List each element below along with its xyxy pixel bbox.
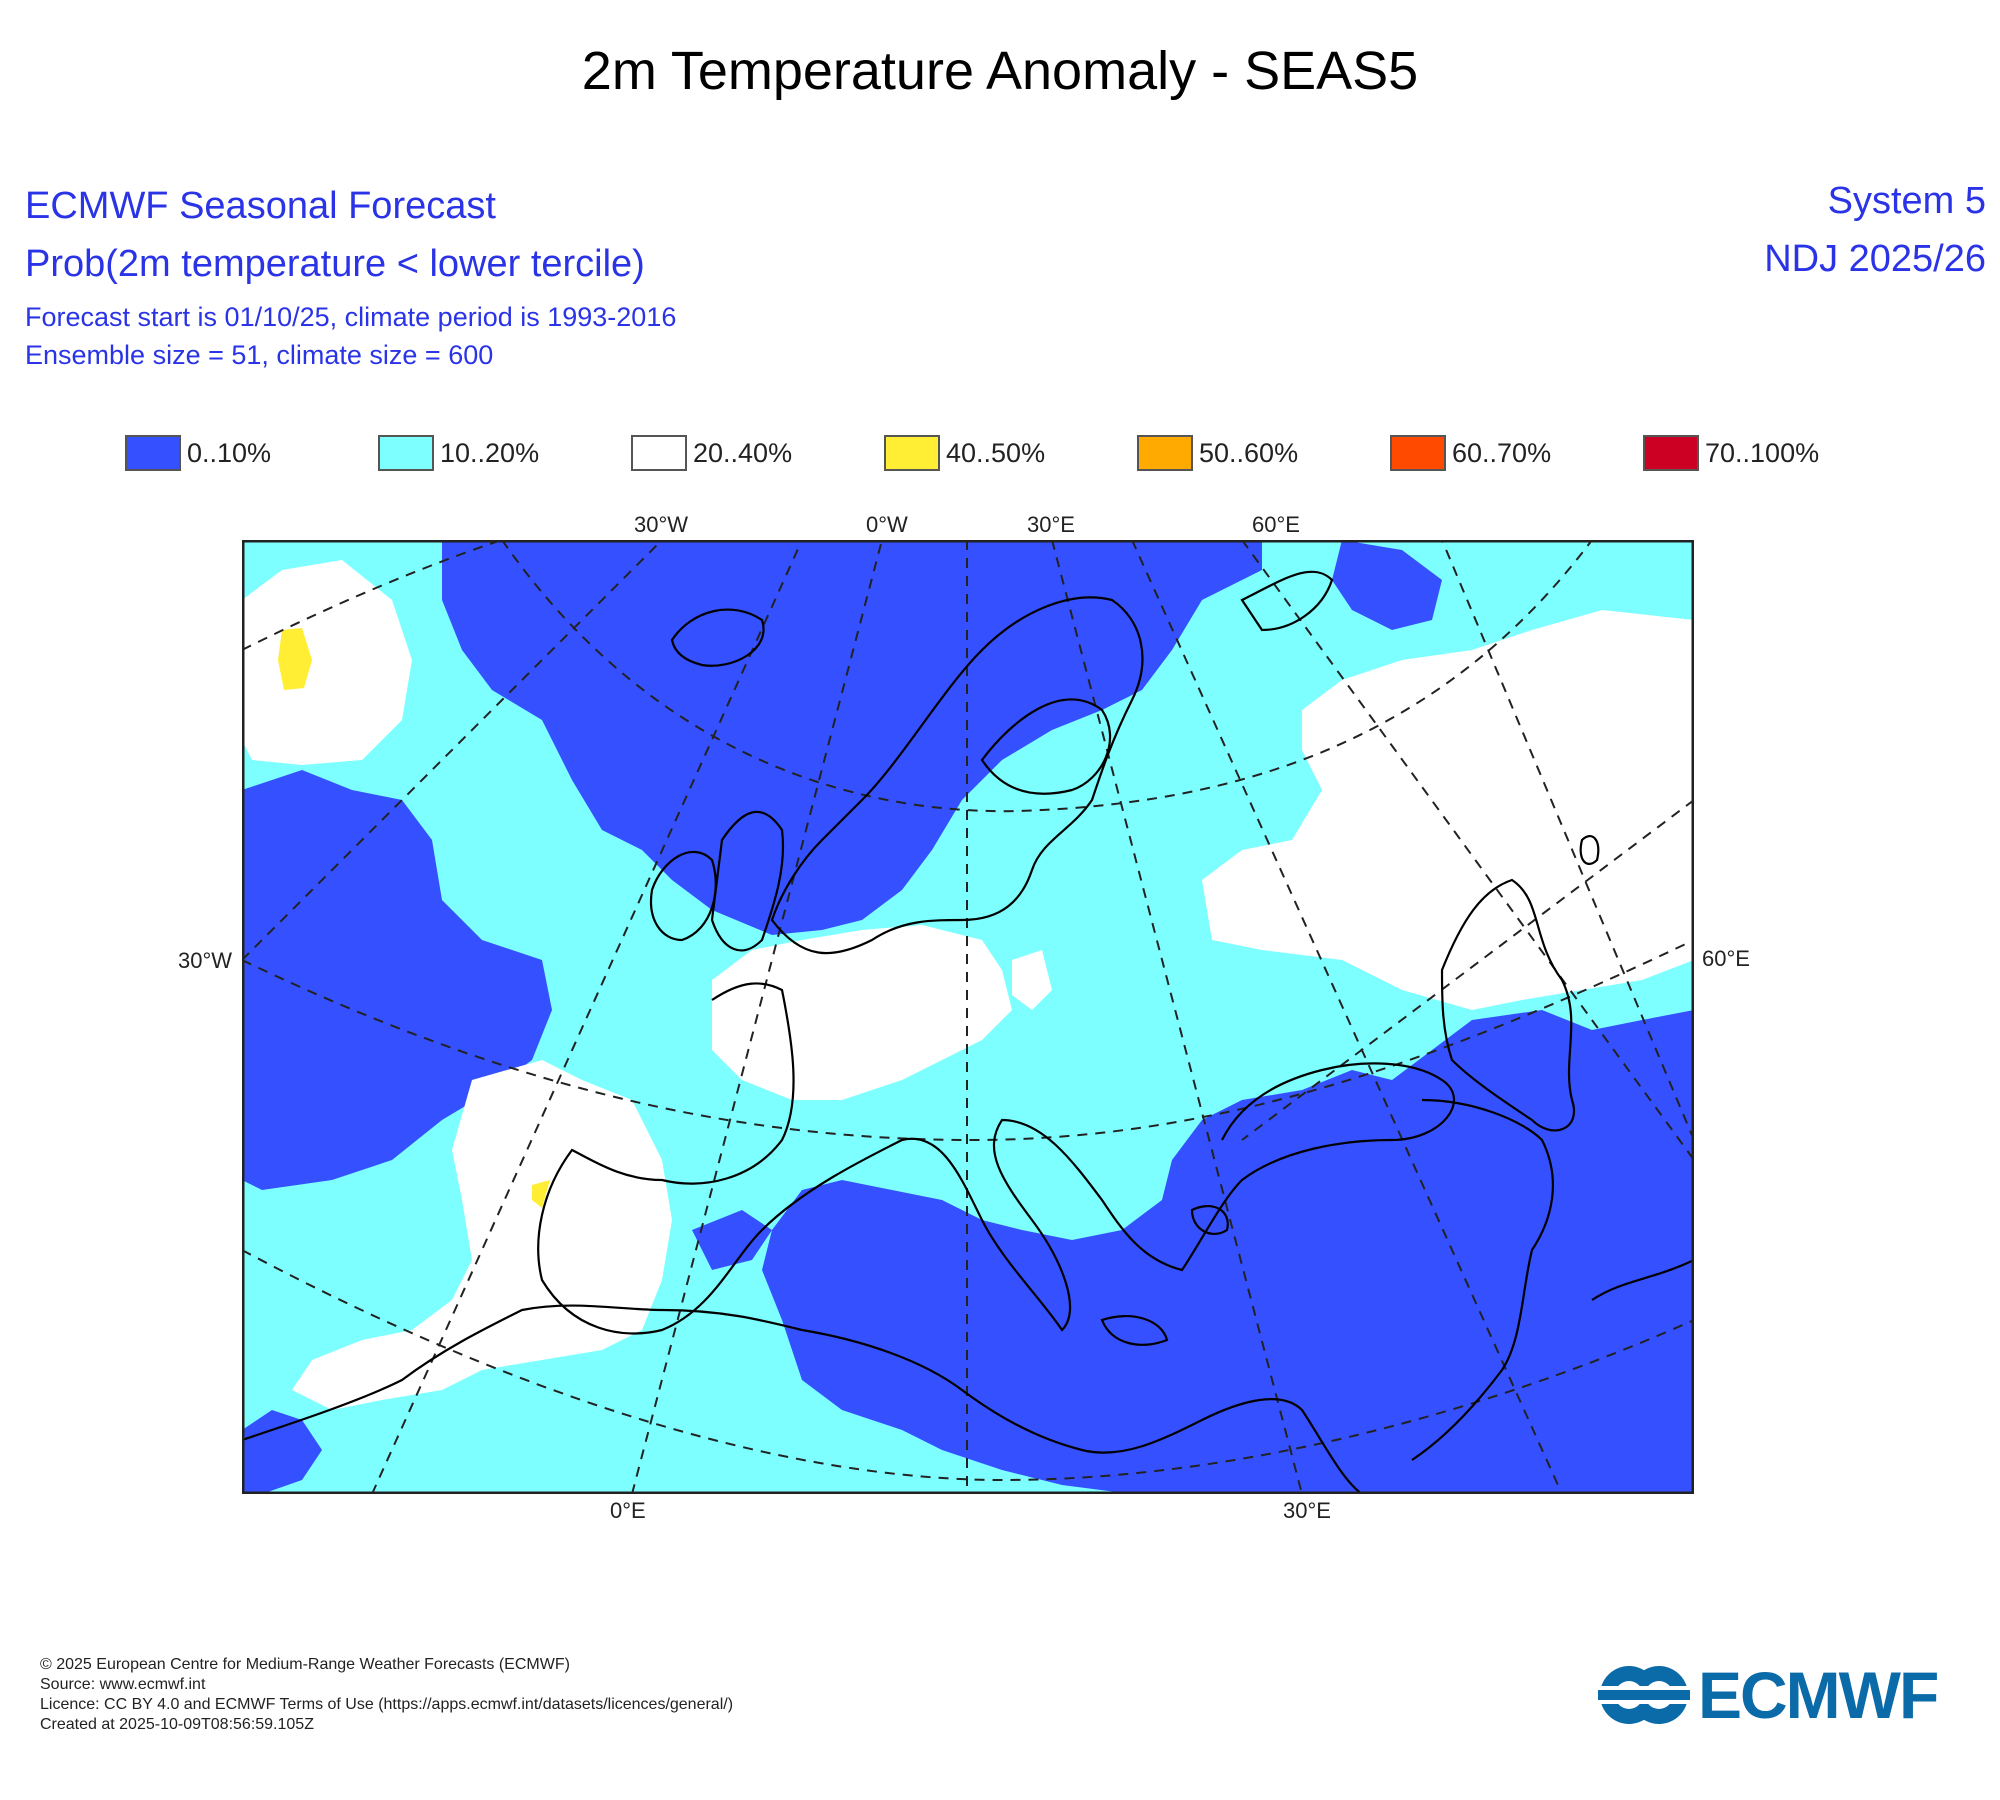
lon-label-top: 0°W (866, 512, 908, 537)
page-title: 2m Temperature Anomaly - SEAS5 (581, 41, 1419, 101)
map-canvas (242, 540, 1694, 1494)
legend-item: 20..40% (631, 433, 792, 473)
legend-swatch (1643, 435, 1699, 471)
footer: © 2025 European Centre for Medium-Range … (40, 1655, 733, 1735)
created-text: Created at 2025-10-09T08:56:59.105Z (40, 1716, 314, 1733)
lon-label-top: 60°E (1252, 512, 1300, 537)
blue-region (442, 540, 1262, 935)
legend-swatch (884, 435, 940, 471)
product-title: Prob(2m temperature < lower tercile) (25, 243, 645, 285)
copyright-text: © 2025 European Centre for Medium-Range … (40, 1656, 570, 1673)
blue-region (692, 1210, 772, 1270)
lon-label-top: 30°E (1027, 512, 1075, 537)
yellow-region (278, 628, 312, 690)
lat-label-right: 60°E (1702, 946, 1750, 971)
lon-label-bottom: 30°E (1283, 1498, 1331, 1523)
legend-swatch (1390, 435, 1446, 471)
legend-swatch (1137, 435, 1193, 471)
map-frame (242, 540, 1694, 1494)
legend-item: 60..70% (1390, 433, 1551, 473)
white-region (712, 925, 1012, 1100)
graticule (242, 540, 1694, 1494)
legend-item: 50..60% (1137, 433, 1298, 473)
ensemble-info: Ensemble size = 51, climate size = 600 (25, 340, 494, 370)
ecmwf-logo: ECMWF (1598, 1658, 1978, 1732)
legend-label: 50..60% (1199, 437, 1299, 468)
season-label: NDJ 2025/26 (1764, 238, 1986, 280)
lon-label-bottom: 0°E (610, 1498, 646, 1523)
coastlines (242, 570, 1694, 1494)
legend-item: 0..10% (125, 433, 271, 473)
lat-label-left: 30°W (178, 948, 233, 973)
system-label: System 5 (1827, 180, 1986, 222)
ecmwf-logo-icon (1598, 1666, 1690, 1724)
legend-label: 20..40% (693, 437, 793, 468)
lon-label-top: 30°W (634, 512, 689, 537)
white-region (1012, 950, 1052, 1010)
white-region (242, 560, 412, 765)
legend-swatch (631, 435, 687, 471)
legend-label: 0..10% (187, 437, 272, 468)
legend-label: 40..50% (946, 437, 1046, 468)
org-title: ECMWF Seasonal Forecast (25, 185, 496, 227)
legend-swatch (125, 435, 181, 471)
forecast-info: Forecast start is 01/10/25, climate peri… (25, 302, 677, 332)
legend-label: 70..100% (1705, 437, 1820, 468)
legend-item: 10..20% (378, 433, 539, 473)
white-region (1202, 610, 1694, 1010)
source-text: Source: www.ecmwf.int (40, 1676, 206, 1693)
legend: 0..10% 10..20% 20..40% 40..50% 50..60% 6… (125, 433, 1845, 477)
legend-label: 10..20% (440, 437, 540, 468)
white-region (292, 1060, 672, 1410)
logo-text: ECMWF (1698, 1658, 1939, 1732)
probability-map (242, 540, 1694, 1494)
legend-swatch (378, 435, 434, 471)
blue-region (1332, 540, 1442, 630)
yellow-region (532, 1180, 550, 1208)
legend-item: 70..100% (1643, 433, 1819, 473)
legend-item: 40..50% (884, 433, 1045, 473)
blue-region (242, 1410, 322, 1494)
licence-text: Licence: CC BY 4.0 and ECMWF Terms of Us… (40, 1696, 734, 1713)
blue-region (762, 1010, 1694, 1494)
legend-label: 60..70% (1452, 437, 1552, 468)
